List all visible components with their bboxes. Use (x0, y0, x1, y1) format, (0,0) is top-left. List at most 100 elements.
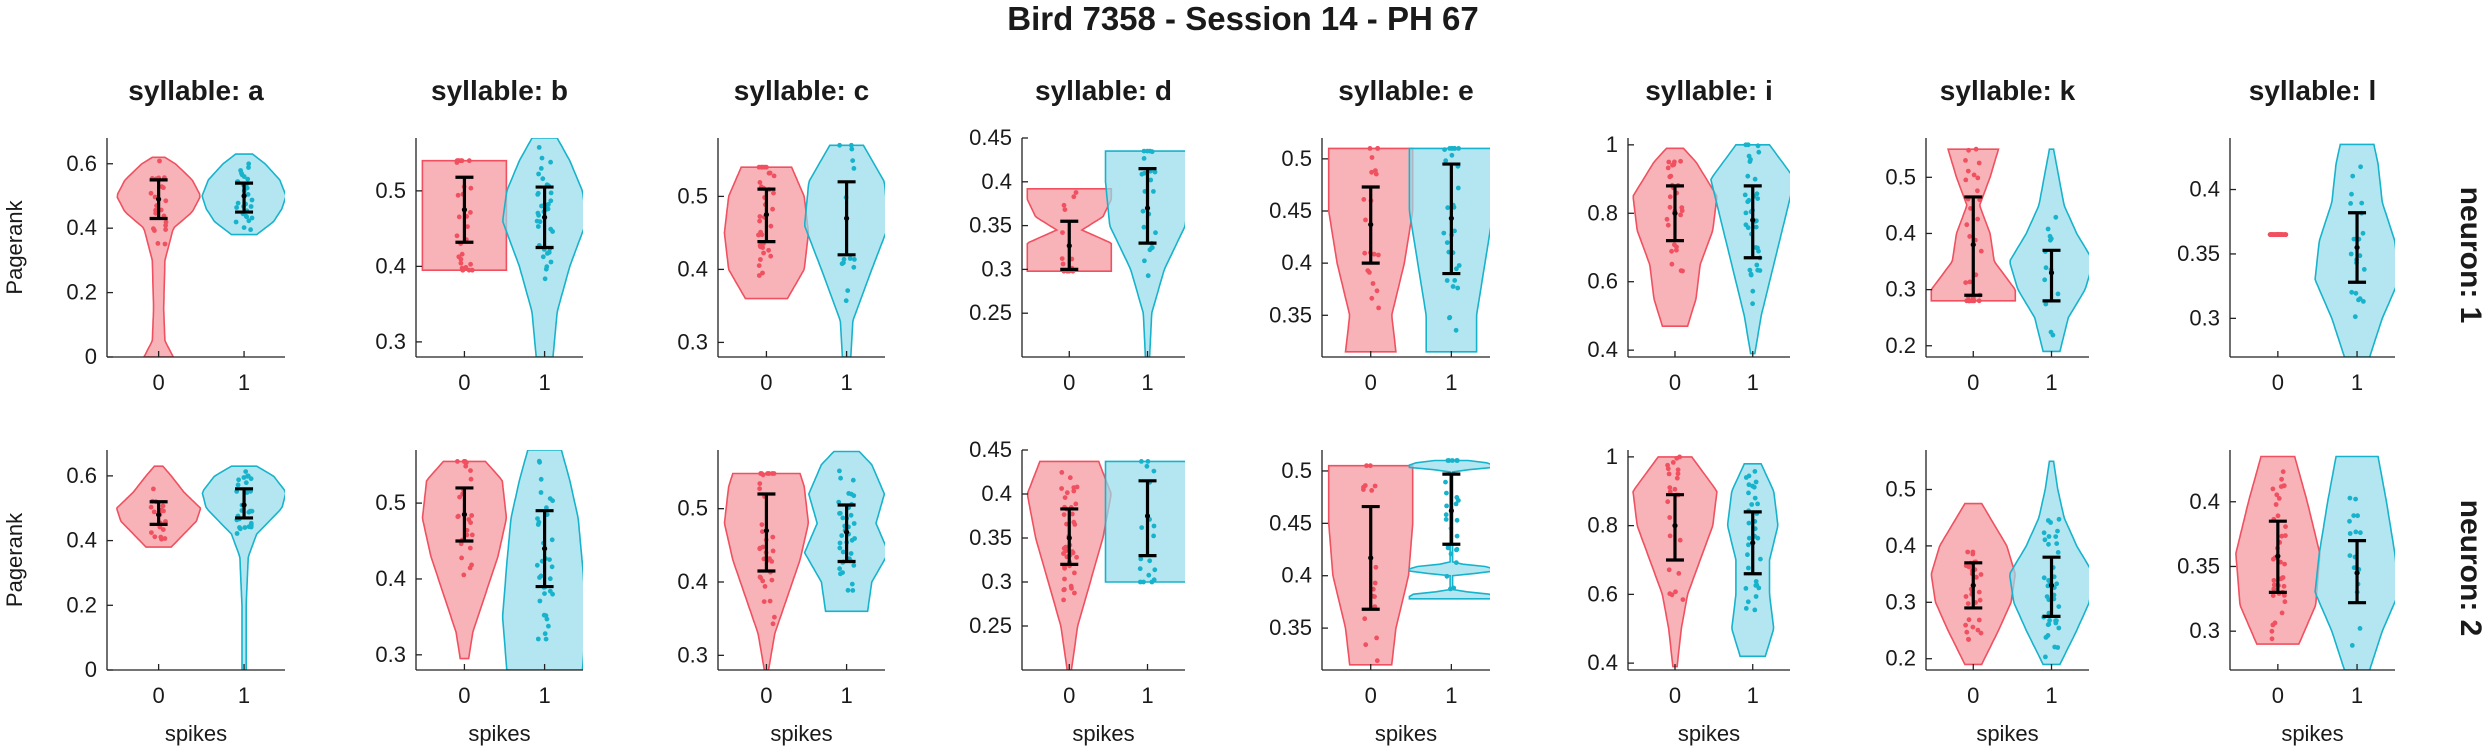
violin-spikes-0 (421, 460, 508, 660)
data-point (1745, 552, 1750, 558)
data-point (248, 204, 254, 209)
data-point (1747, 159, 1753, 165)
y-tick-label: 0.4 (1587, 650, 1618, 675)
data-point (1374, 635, 1379, 641)
mean-marker (2048, 270, 2055, 276)
data-point (245, 176, 251, 182)
data-point (1743, 606, 1749, 611)
data-point (1059, 256, 1065, 261)
data-point (2056, 516, 2062, 522)
data-point (1151, 533, 1156, 539)
data-point (2282, 561, 2288, 567)
data-point (1059, 486, 1064, 491)
data-point (1975, 188, 1980, 194)
panel-0-1: syllable: b 0.3 0.4 0.5 0 1 (375, 75, 583, 395)
data-point (2042, 537, 2048, 543)
data-point (540, 176, 546, 182)
data-point (1072, 590, 1077, 596)
data-point (1666, 567, 1672, 573)
data-point (466, 517, 472, 522)
y-tick-label: 0.3 (981, 256, 1012, 281)
x-tick-label: 1 (2045, 370, 2057, 395)
data-point (1452, 228, 1457, 234)
data-point (849, 146, 855, 152)
data-point (469, 532, 475, 538)
data-point (851, 264, 857, 270)
x-tick-label: 0 (1669, 683, 1681, 708)
mean-marker (763, 528, 770, 534)
y-tick-label: 0.3 (1885, 589, 1916, 614)
data-point (840, 549, 846, 555)
y-tick-label: 0.5 (1885, 476, 1916, 501)
panel-1-4: 0.35 0.4 0.45 0.5 0 1 spikes (1269, 450, 1490, 746)
data-point (1753, 479, 1759, 485)
data-point (1455, 285, 1461, 291)
data-point (148, 504, 154, 510)
data-point (536, 171, 541, 177)
data-point (548, 159, 553, 165)
data-point (235, 200, 241, 206)
data-point (2347, 531, 2353, 536)
plot-area (723, 450, 885, 670)
data-point (1976, 617, 1982, 623)
y-tick-label: 0.2 (66, 280, 97, 305)
data-point (160, 503, 166, 509)
data-point (1750, 483, 1755, 489)
x-tick-label: 1 (238, 370, 250, 395)
x-axis-label: spikes (1976, 721, 2038, 746)
x-tick-label: 0 (760, 683, 772, 708)
data-point (246, 524, 252, 530)
data-point (2347, 495, 2353, 501)
data-point (2054, 541, 2060, 546)
data-point (1451, 585, 1457, 591)
data-point (769, 471, 775, 476)
plot-area (421, 450, 583, 670)
data-point (155, 241, 161, 246)
data-point (847, 256, 853, 261)
data-point (546, 202, 551, 207)
data-point (1752, 469, 1758, 474)
plot-area (1026, 459, 1185, 670)
data-point (1141, 148, 1147, 154)
data-point (537, 219, 543, 225)
data-point (1665, 499, 1671, 505)
data-point (2270, 486, 2276, 492)
data-point (1362, 616, 1368, 622)
data-point (757, 481, 763, 486)
data-point (1452, 278, 1458, 283)
y-tick-label: 0.4 (981, 481, 1012, 506)
mean-marker (541, 546, 548, 552)
data-point (1372, 483, 1378, 489)
violin-spikes-1 (2314, 455, 2395, 670)
data-point (542, 276, 548, 282)
data-point (850, 158, 856, 164)
data-point (548, 226, 554, 232)
data-point (2273, 502, 2279, 507)
data-point (2351, 513, 2357, 518)
data-point (758, 243, 764, 249)
data-point (1975, 175, 1981, 181)
data-point (465, 224, 470, 230)
data-point (1670, 460, 1676, 465)
y-tick-label: 0.35 (969, 525, 1012, 550)
data-point (1062, 495, 1068, 500)
data-point (2282, 599, 2288, 605)
x-tick-label: 0 (2272, 683, 2284, 708)
data-point (1963, 563, 1969, 569)
data-point (246, 165, 251, 170)
y-tick-label: 0.6 (66, 151, 97, 176)
data-point (1673, 589, 1678, 595)
data-point (468, 261, 473, 267)
y-tick-label: 0.6 (1587, 269, 1618, 294)
y-tick-label: 0.4 (66, 528, 97, 553)
data-point (545, 206, 551, 212)
plot-area (116, 153, 285, 357)
x-tick-label: 0 (152, 370, 164, 395)
data-point (1750, 288, 1756, 294)
data-point (2361, 267, 2367, 272)
data-point (546, 250, 552, 255)
data-point (756, 164, 762, 170)
data-point (535, 516, 540, 521)
mean-marker (1970, 242, 1976, 248)
